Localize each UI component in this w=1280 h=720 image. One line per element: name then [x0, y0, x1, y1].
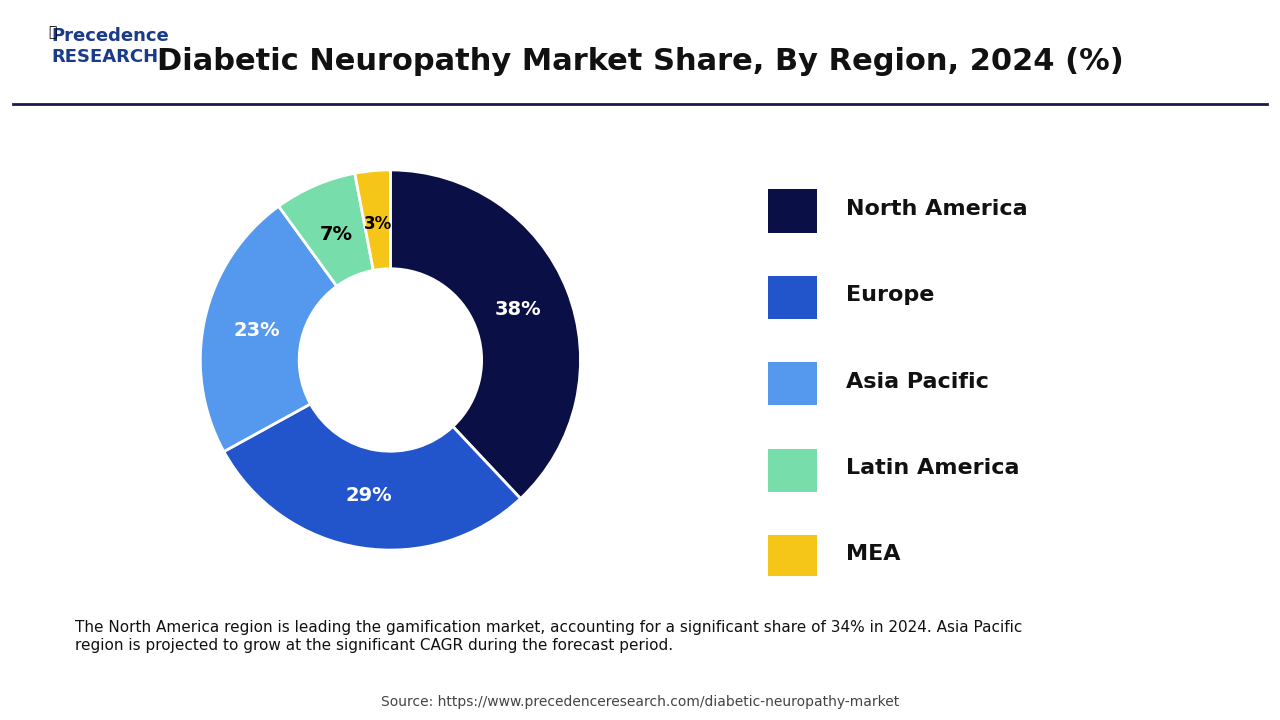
FancyBboxPatch shape [768, 276, 817, 319]
Text: 29%: 29% [346, 486, 392, 505]
Text: 23%: 23% [233, 320, 280, 340]
Text: MEA: MEA [846, 544, 900, 564]
Text: 38%: 38% [494, 300, 541, 319]
Wedge shape [201, 206, 337, 451]
Text: Diabetic Neuropathy Market Share, By Region, 2024 (%): Diabetic Neuropathy Market Share, By Reg… [156, 47, 1124, 76]
Text: 7%: 7% [320, 225, 352, 244]
FancyBboxPatch shape [768, 535, 817, 578]
Text: Europe: Europe [846, 285, 934, 305]
Text: North America: North America [846, 199, 1028, 219]
Text: 3%: 3% [364, 215, 392, 233]
FancyBboxPatch shape [768, 189, 817, 233]
Text: Latin America: Latin America [846, 458, 1019, 478]
FancyBboxPatch shape [768, 362, 817, 405]
Text: The North America region is leading the gamification market, accounting for a si: The North America region is leading the … [74, 620, 1023, 652]
Wedge shape [355, 170, 390, 271]
Text: Asia Pacific: Asia Pacific [846, 372, 988, 392]
Wedge shape [224, 404, 521, 550]
Wedge shape [390, 170, 580, 498]
Text: Precedence
RESEARCH: Precedence RESEARCH [51, 27, 169, 66]
FancyBboxPatch shape [768, 449, 817, 492]
Text: 🌿: 🌿 [49, 25, 58, 40]
Wedge shape [279, 174, 374, 286]
Text: Source: https://www.precedenceresearch.com/diabetic-neuropathy-market: Source: https://www.precedenceresearch.c… [381, 695, 899, 709]
